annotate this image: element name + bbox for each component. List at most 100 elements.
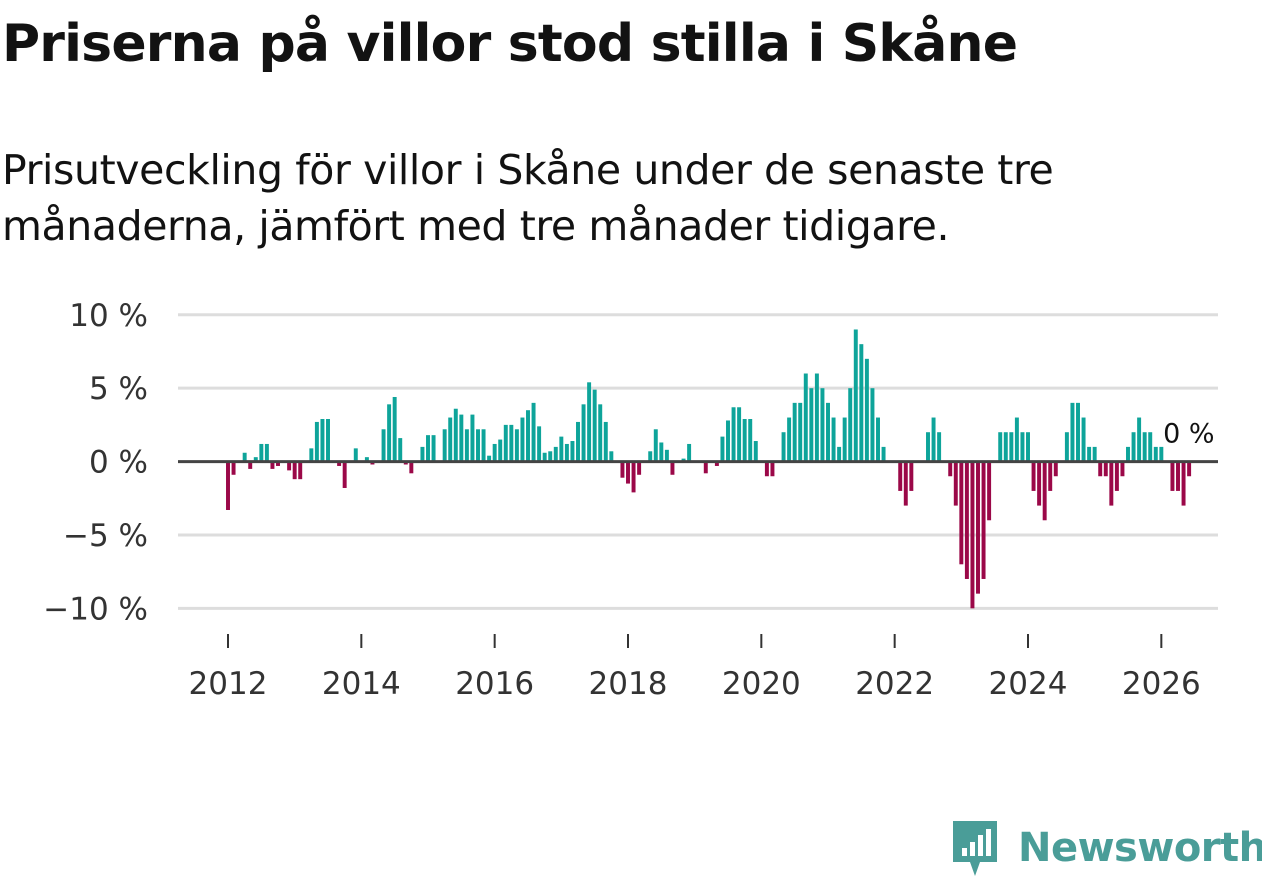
bar [509,424,514,462]
bar [581,404,586,462]
bar [576,421,580,462]
x-tick-label: 2018 [589,666,668,702]
bar [503,424,508,462]
bar [1148,432,1153,462]
bar [659,442,664,462]
bar [537,426,542,462]
bar [426,435,430,462]
bar-series [226,329,1192,609]
bar [826,402,830,462]
bar [764,461,769,477]
brand-name: Newsworthy [1018,825,1262,871]
bar [1026,432,1030,462]
bar [1126,446,1130,462]
gridlines [178,313,1218,610]
y-tick-label: 0 % [89,445,148,481]
bar [381,429,386,462]
bar [842,417,847,462]
bar [398,438,403,462]
bar [320,419,325,462]
bar [592,389,597,462]
y-axis-ticks: 10 % 5 % 0 % −5 % −10 % [43,298,148,628]
bar [831,417,836,462]
bar [409,461,414,474]
bar [1142,432,1147,462]
bar [981,461,986,579]
bar [909,461,914,491]
bar [1031,461,1036,491]
bar [926,432,930,462]
bar [864,358,869,462]
bar [459,414,464,462]
bar [464,429,469,462]
bar [1014,417,1019,462]
bar [687,443,692,462]
bar [231,461,236,475]
bar [609,451,614,462]
bar [720,436,725,462]
bar [1176,461,1180,491]
bar [1114,461,1119,491]
bar [442,429,447,462]
bar [353,448,358,462]
bar [637,461,642,475]
bar [431,435,436,462]
bar [242,452,247,462]
bar [514,429,519,462]
x-tick-label: 2016 [455,666,534,702]
bar [276,461,280,466]
bar [309,448,314,462]
bar [259,443,264,462]
bar [1153,446,1158,462]
bar [803,373,808,462]
bar [1064,432,1069,462]
bar [787,417,792,462]
bar [1081,417,1086,462]
bar [1131,432,1136,462]
bar [598,404,603,462]
bar [476,429,480,462]
bar [1120,461,1125,477]
bar [553,446,558,462]
bar [253,457,258,462]
bar [970,461,975,609]
y-tick-label: −10 % [43,591,148,627]
bar [1092,446,1097,462]
bar [959,461,964,565]
bar [1087,446,1092,462]
bar [470,414,475,462]
bar [998,432,1003,462]
bar [742,419,747,462]
bar [937,432,942,462]
brand-logo: Newsworthy [950,818,1262,878]
bar [287,461,292,471]
bar [1070,402,1075,462]
bar [264,443,269,462]
y-tick-label: 5 % [89,371,148,407]
bar [1042,461,1047,521]
y-tick-label: −5 % [63,518,148,554]
bar [248,461,253,469]
x-tick-label: 2014 [322,666,401,702]
bar [987,461,992,521]
bar [520,417,525,462]
newsworthy-logo-icon [953,821,997,876]
x-tick-label: 2022 [855,666,934,702]
bar [337,461,342,466]
bar [714,461,719,466]
bar [853,329,858,462]
bar [1181,461,1186,506]
bar [1103,461,1108,477]
bar [314,421,319,462]
bar [603,421,608,462]
last-value-label: 0 % [1163,419,1214,450]
bar [631,461,636,493]
bar [731,407,736,462]
bar [737,407,742,462]
x-axis-ticks: 2012 2014 2016 2018 2020 2022 2024 2026 [189,634,1201,702]
bar [1020,432,1025,462]
chart-subtitle: Prisutveckling för villor i Skåne under … [2,146,1054,250]
bar [798,402,803,462]
bar [1137,417,1142,462]
bar [342,461,347,488]
